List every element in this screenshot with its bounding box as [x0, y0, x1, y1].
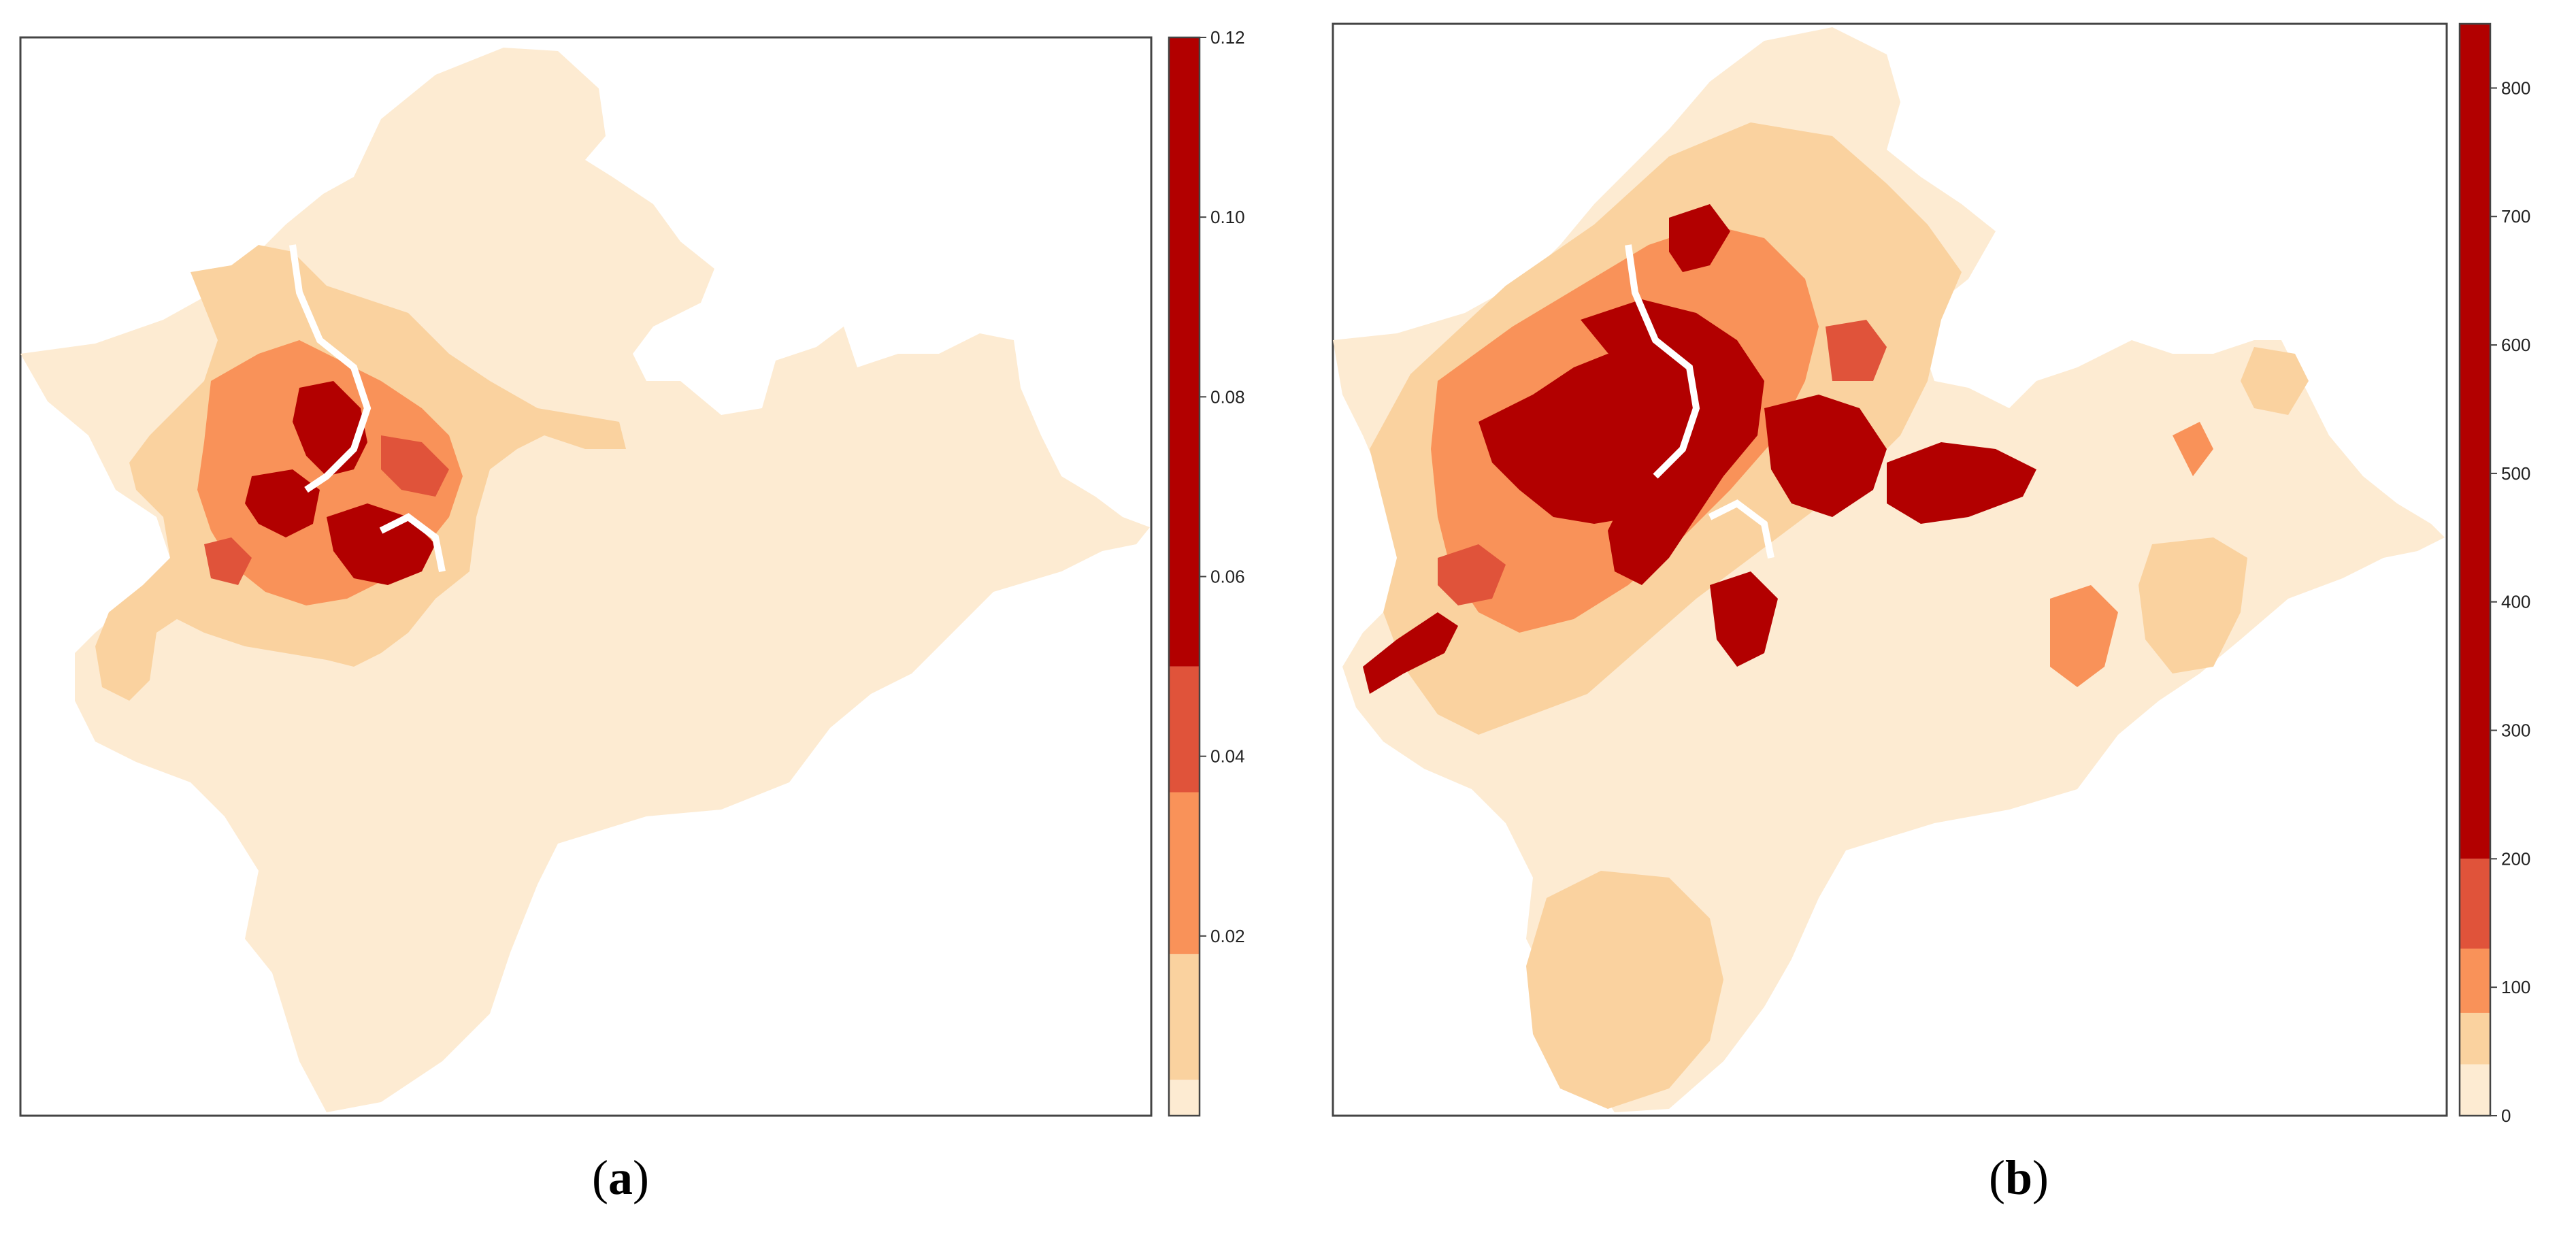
region-east-1 [2139, 537, 2247, 674]
river-2 [1708, 499, 1774, 559]
region-core-9 [1826, 320, 1887, 381]
legend-tick-label: 0.06 [1210, 567, 1245, 587]
map-b-frame [1332, 22, 2448, 1117]
legend-tick-label: 700 [2501, 206, 2530, 227]
region-mid-3 [2050, 585, 2118, 687]
map-b-region [1333, 27, 2445, 1112]
region-core-2 [1581, 299, 1764, 585]
map-panel-a: 0.02 0.04 0.06 0.08 0.10 0.12 (a) [19, 27, 1245, 1205]
region-core-1 [1479, 354, 1683, 524]
legend-band [2460, 24, 2490, 859]
region-core-2 [245, 469, 320, 537]
region-east-3 [2173, 422, 2213, 476]
map-panel-b: 0 100 200 300 400 500 600 700 800 (b) [1288, 0, 2576, 1247]
legend-tick-label: 0.04 [1210, 746, 1245, 767]
region-core-5 [204, 537, 252, 585]
legend-b: 0 100 200 300 400 500 600 700 800 [2458, 22, 2530, 1126]
region-south [1526, 871, 1723, 1109]
legend-tick-label: 0.08 [1210, 386, 1245, 407]
legend-band [1169, 954, 1200, 1080]
legend-tick-label: 0.12 [1210, 27, 1245, 48]
map-a-svg: 0.02 0.04 0.06 0.08 0.10 0.12 [19, 27, 1245, 1117]
region-core-6 [1710, 571, 1778, 667]
panel-label-b: (b) [1989, 1150, 2049, 1205]
river-2 [379, 513, 446, 572]
legend-tick-label: 500 [2501, 463, 2530, 484]
legend-band [2460, 948, 2490, 1013]
legend-band [2460, 1012, 2490, 1065]
map-a-frame [19, 36, 1153, 1117]
legend-band [2460, 1064, 2490, 1116]
legend-tick-label: 200 [2501, 848, 2530, 869]
region-core-3 [1764, 395, 1887, 517]
map-a-region [20, 48, 1150, 1112]
legend-tick-label: 0.02 [1210, 926, 1245, 946]
river [1625, 244, 1700, 479]
legend-tick-label: 400 [2501, 592, 2530, 612]
river [289, 244, 371, 493]
legend-band [1169, 1080, 1200, 1116]
legend-tick-label: 0 [2501, 1105, 2511, 1126]
legend-band [1169, 37, 1200, 667]
panel-label-a: (a) [592, 1150, 649, 1205]
legend-tick-label: 300 [2501, 720, 2530, 741]
region-core-4 [1887, 442, 2036, 524]
legend-tick-label: 0.10 [1210, 207, 1245, 227]
region-core-8 [1438, 544, 1506, 605]
legend-a: 0.02 0.04 0.06 0.08 0.10 0.12 [1168, 27, 1245, 1117]
legend-band [2460, 859, 2490, 949]
legend-b-frame [2458, 22, 2492, 1117]
region-east-2 [2241, 347, 2309, 415]
legend-tick-label: 600 [2501, 335, 2530, 355]
region-core-3 [327, 503, 435, 585]
region-core-7 [1363, 612, 1458, 694]
legend-tick-label: 100 [2501, 977, 2530, 997]
legend-band [1169, 666, 1200, 793]
region-core-5 [1669, 204, 1730, 272]
legend-tick-label: 800 [2501, 78, 2530, 98]
region-core-4 [381, 435, 449, 497]
legend-band [1169, 792, 1200, 954]
map-b-svg: 0 100 200 300 400 500 600 700 800 [1332, 22, 2530, 1126]
